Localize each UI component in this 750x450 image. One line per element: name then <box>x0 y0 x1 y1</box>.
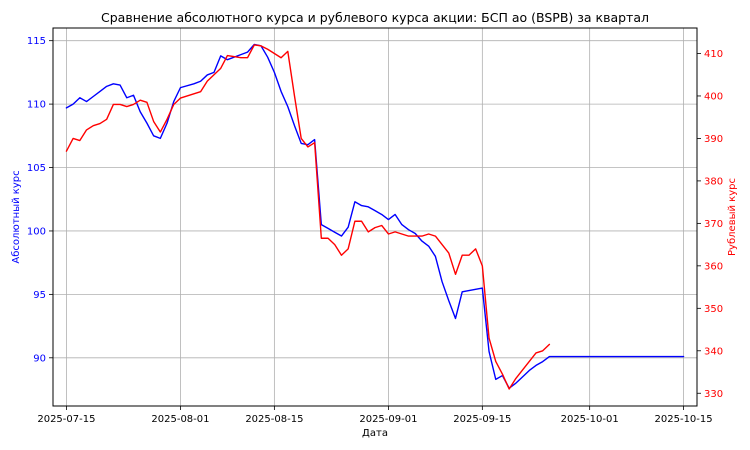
y-right-tick-label: 340 <box>704 346 723 357</box>
y-left-tick-label: 100 <box>27 226 46 237</box>
chart-title: Сравнение абсолютного курса и рублевого … <box>101 10 649 25</box>
y-left-tick-label: 115 <box>27 36 46 47</box>
series-layer <box>65 43 685 390</box>
x-axis-label: Дата <box>362 428 388 439</box>
x-tick-label: 2025-07-15 <box>37 414 95 425</box>
y-right-tick-label: 370 <box>704 219 723 230</box>
y-right-tick-label: 400 <box>704 91 723 102</box>
x-tick-label: 2025-09-15 <box>453 414 511 425</box>
y-left-tick-label: 90 <box>33 353 46 364</box>
series-line-left <box>65 43 685 389</box>
y-left-tick-label: 110 <box>27 100 46 111</box>
y-right-tick-label: 330 <box>704 389 723 400</box>
y-right-tick-label: 360 <box>704 261 723 272</box>
y-left-tick-label: 105 <box>27 163 46 174</box>
y-right-tick-label: 390 <box>704 134 723 145</box>
y-axis-left: 90 95 100 105 110 115 <box>27 36 53 364</box>
series-line-right <box>65 44 551 390</box>
grid <box>53 28 697 406</box>
x-tick-label: 2025-08-01 <box>151 414 209 425</box>
y-left-tick-label: 95 <box>33 290 46 301</box>
x-tick-label: 2025-10-01 <box>561 414 619 425</box>
x-axis: 2025-07-15 2025-08-01 2025-08-15 2025-09-01… <box>37 406 713 425</box>
y-axis-right-label: Рублевый курс <box>727 178 738 256</box>
plot-frame <box>52 27 698 407</box>
y-axis-left-label: Абсолютный курс <box>11 170 22 263</box>
x-tick-label: 2025-09-01 <box>359 414 417 425</box>
x-tick-label: 2025-10-15 <box>655 414 713 425</box>
y-right-tick-label: 380 <box>704 176 723 187</box>
y-right-tick-label: 350 <box>704 304 723 315</box>
y-right-tick-label: 410 <box>704 49 723 60</box>
y-axis-right: 330 340 350 360 370 380 390 400 410 <box>697 49 723 400</box>
x-tick-label: 2025-08-15 <box>245 414 303 425</box>
